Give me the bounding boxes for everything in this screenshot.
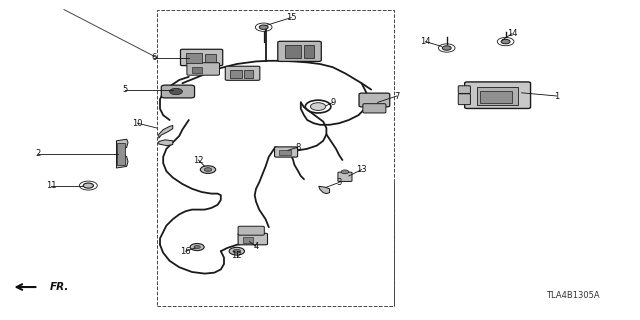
FancyBboxPatch shape [278, 41, 321, 61]
Text: 12: 12 [193, 156, 204, 164]
Bar [477, 87, 518, 105]
Bar [304, 45, 314, 58]
Text: 8: 8 [295, 143, 300, 152]
Bar [192, 67, 202, 73]
FancyBboxPatch shape [187, 63, 220, 75]
Circle shape [442, 46, 451, 50]
Text: 4: 4 [253, 242, 259, 251]
Text: 5: 5 [122, 85, 127, 94]
Bar [480, 91, 512, 103]
Text: 14: 14 [420, 37, 431, 46]
FancyBboxPatch shape [458, 94, 470, 105]
Text: 1: 1 [554, 92, 559, 100]
Bar [244, 70, 253, 78]
Circle shape [83, 183, 93, 188]
FancyBboxPatch shape [458, 86, 470, 93]
FancyBboxPatch shape [180, 49, 223, 66]
Bar [205, 54, 216, 62]
Bar [279, 150, 291, 155]
Text: 14: 14 [507, 29, 517, 38]
Circle shape [194, 245, 200, 249]
Text: 10: 10 [132, 119, 143, 128]
Polygon shape [159, 140, 173, 146]
FancyBboxPatch shape [161, 85, 195, 98]
Text: 7: 7 [394, 92, 399, 100]
Bar [186, 53, 202, 63]
Text: 9: 9 [330, 98, 335, 107]
Bar [285, 45, 301, 58]
FancyBboxPatch shape [225, 66, 260, 80]
Circle shape [200, 166, 216, 173]
Circle shape [259, 25, 268, 29]
Text: 15: 15 [286, 13, 296, 22]
Circle shape [204, 168, 212, 172]
Polygon shape [116, 139, 128, 168]
Circle shape [310, 103, 326, 110]
Text: TLA4B1305A: TLA4B1305A [546, 292, 600, 300]
Text: 16: 16 [180, 247, 191, 256]
FancyBboxPatch shape [275, 147, 298, 157]
FancyBboxPatch shape [238, 226, 264, 235]
Text: 6: 6 [151, 53, 156, 62]
Circle shape [229, 247, 244, 255]
Bar [117, 143, 125, 165]
Polygon shape [319, 186, 330, 194]
Text: 3: 3 [337, 178, 342, 187]
Text: 12: 12 [232, 252, 242, 260]
Bar [243, 237, 253, 243]
Text: 2: 2 [36, 149, 41, 158]
Bar [230, 70, 242, 78]
Circle shape [341, 170, 349, 174]
FancyBboxPatch shape [238, 233, 268, 245]
Polygon shape [159, 125, 173, 138]
Circle shape [501, 39, 510, 44]
Text: FR.: FR. [50, 282, 69, 292]
FancyBboxPatch shape [465, 82, 531, 108]
Circle shape [170, 88, 182, 95]
FancyBboxPatch shape [363, 104, 386, 113]
Text: 13: 13 [356, 165, 367, 174]
Circle shape [233, 249, 241, 253]
Text: 11: 11 [46, 181, 56, 190]
FancyBboxPatch shape [338, 172, 352, 181]
FancyBboxPatch shape [359, 93, 390, 107]
Circle shape [190, 244, 204, 251]
